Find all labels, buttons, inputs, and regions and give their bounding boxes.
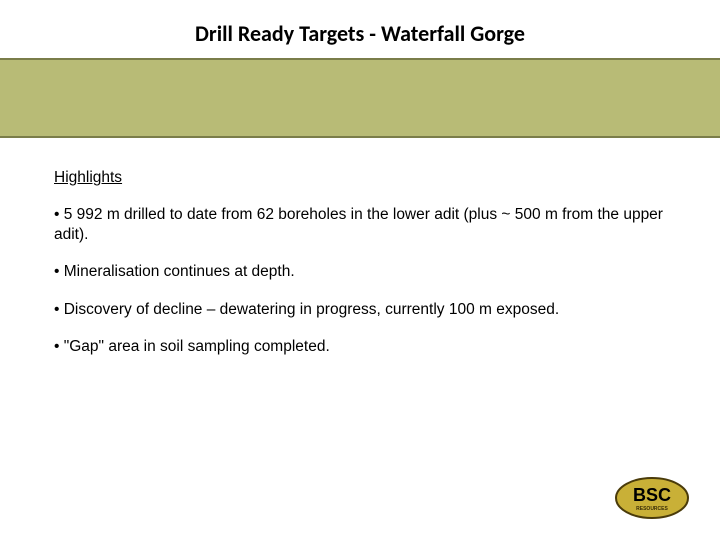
logo-text: BSC — [633, 485, 671, 505]
title-band — [0, 58, 720, 138]
bullet-item: • Discovery of decline – dewatering in p… — [54, 300, 666, 319]
bullet-item: • Mineralisation continues at depth. — [54, 262, 666, 281]
slide-title: Drill Ready Targets - Waterfall Gorge — [0, 20, 720, 47]
logo-subtext: RESOURCES — [636, 506, 668, 512]
bullet-item: • "Gap" area in soil sampling completed. — [54, 337, 666, 356]
bullet-item: • 5 992 m drilled to date from 62 boreho… — [54, 205, 666, 244]
content-area: Highlights • 5 992 m drilled to date fro… — [54, 168, 666, 374]
bsc-logo: BSC RESOURCES — [614, 476, 690, 520]
highlights-heading: Highlights — [54, 168, 666, 187]
